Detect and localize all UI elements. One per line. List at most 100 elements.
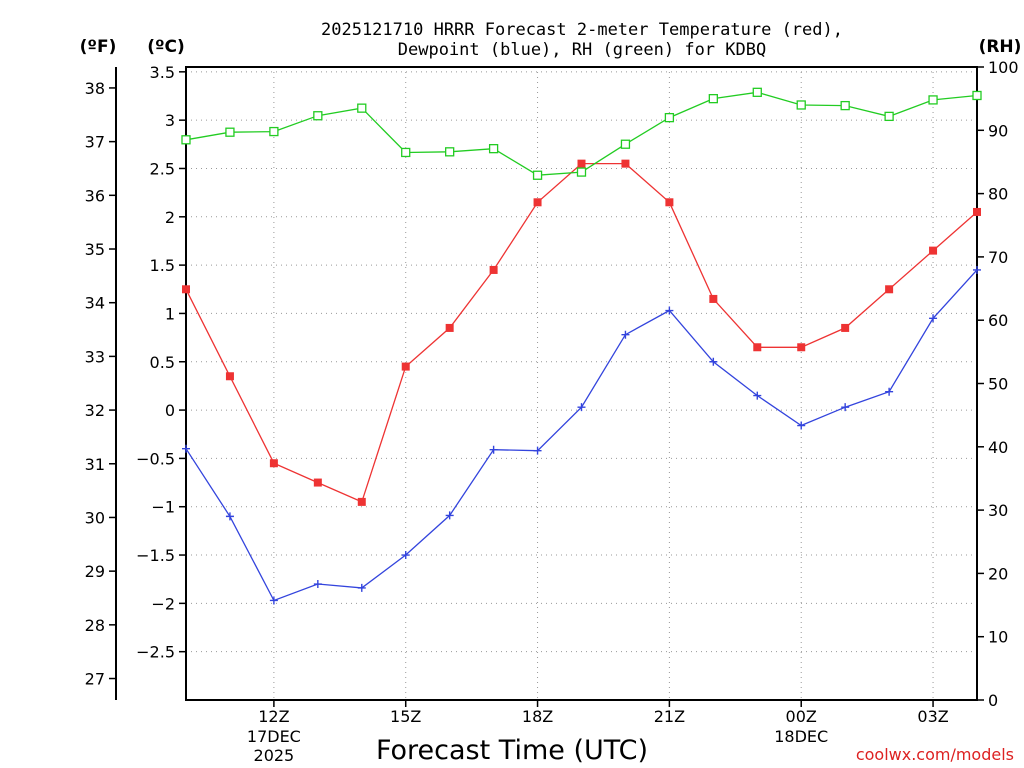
rh-point	[182, 136, 190, 144]
temperature-point	[753, 343, 761, 351]
rh-tick-label: 70	[988, 248, 1008, 267]
celsius-tick-label: 1	[165, 304, 175, 323]
fahrenheit-tick-label: 32	[85, 401, 105, 420]
temperature-point	[402, 363, 410, 371]
rh-point	[797, 101, 805, 109]
temperature-point	[709, 295, 717, 303]
rh-point	[885, 112, 893, 120]
dewpoint-point	[314, 580, 322, 588]
rh-tick-label: 10	[988, 628, 1008, 647]
temperature-point	[314, 479, 322, 487]
rh-tick-label: 90	[988, 121, 1008, 140]
x-tick-label: 21Z	[654, 707, 685, 726]
fahrenheit-unit-label: (ºF)	[80, 37, 117, 57]
dewpoint-point	[226, 512, 234, 520]
meteogram-chart: 2025121710 HRRR Forecast 2-meter Tempera…	[0, 0, 1024, 768]
rh-tick-label: 80	[988, 185, 1008, 204]
rh-point	[709, 95, 717, 103]
temperature-line	[186, 164, 977, 502]
celsius-tick-label: −2	[151, 594, 175, 613]
temperature-point	[270, 459, 278, 467]
rh-point	[490, 145, 498, 153]
dewpoint-point	[885, 388, 893, 396]
dewpoint-point	[490, 446, 498, 454]
fahrenheit-tick-label: 35	[85, 240, 105, 259]
rh-point	[226, 128, 234, 136]
x-date-label: 18DEC	[774, 727, 828, 746]
celsius-tick-label: 0	[165, 401, 175, 420]
axes	[109, 67, 984, 707]
temperature-point	[797, 343, 805, 351]
temperature-point	[182, 285, 190, 293]
temperature-point	[621, 160, 629, 168]
fahrenheit-tick-label: 37	[85, 133, 105, 152]
data-series	[182, 88, 981, 604]
rh-point	[314, 112, 322, 120]
x-tick-label: 12Z	[258, 707, 289, 726]
rh-point	[446, 148, 454, 156]
rh-point	[402, 148, 410, 156]
x-date-label: 17DEC	[247, 727, 301, 746]
rh-point	[973, 91, 981, 99]
x-axis-label: Forecast Time (UTC)	[376, 735, 648, 766]
rh-point	[753, 88, 761, 96]
rh-point	[270, 128, 278, 136]
dewpoint-line	[186, 270, 977, 601]
temperature-point	[226, 372, 234, 380]
rh-point	[578, 168, 586, 176]
rh-tick-label: 0	[988, 691, 998, 710]
temperature-point	[973, 208, 981, 216]
celsius-tick-label: 2.5	[150, 159, 175, 178]
celsius-tick-label: −2.5	[136, 643, 175, 662]
x-tick-label: 15Z	[390, 707, 421, 726]
celsius-tick-label: −1.5	[136, 546, 175, 565]
x-tick-label: 18Z	[522, 707, 553, 726]
celsius-tick-label: 2	[165, 208, 175, 227]
fahrenheit-tick-label: 28	[85, 616, 105, 635]
celsius-unit-label: (ºC)	[147, 37, 185, 57]
temperature-point	[358, 498, 366, 506]
temperature-point	[534, 198, 542, 206]
celsius-tick-label: −1	[151, 498, 175, 517]
temperature-point	[446, 324, 454, 332]
temperature-point	[841, 324, 849, 332]
fahrenheit-tick-label: 38	[85, 79, 105, 98]
rh-point	[534, 171, 542, 179]
rh-tick-label: 40	[988, 438, 1008, 457]
x-tick-label: 00Z	[786, 707, 817, 726]
rh-point	[665, 114, 673, 122]
rh-tick-label: 60	[988, 311, 1008, 330]
rh-point	[621, 140, 629, 148]
temperature-point	[490, 266, 498, 274]
temperature-point	[885, 285, 893, 293]
rh-tick-label: 20	[988, 564, 1008, 583]
celsius-tick-label: 0.5	[150, 353, 175, 372]
x-tick-label: 03Z	[917, 707, 948, 726]
chart-title-line1: 2025121710 HRRR Forecast 2-meter Tempera…	[321, 20, 843, 40]
celsius-tick-label: 3	[165, 111, 175, 130]
rh-point	[841, 102, 849, 110]
dewpoint-point	[797, 422, 805, 430]
labels: 2025121710 HRRR Forecast 2-meter Tempera…	[80, 20, 1022, 766]
fahrenheit-tick-label: 34	[85, 294, 105, 313]
fahrenheit-tick-label: 29	[85, 562, 105, 581]
rh-point	[358, 104, 366, 112]
dewpoint-point	[841, 403, 849, 411]
celsius-tick-label: 1.5	[150, 256, 175, 275]
fahrenheit-tick-label: 36	[85, 186, 105, 205]
fahrenheit-tick-label: 27	[85, 670, 105, 689]
fahrenheit-tick-label: 33	[85, 347, 105, 366]
celsius-tick-label: 3.5	[150, 63, 175, 82]
credit-text: coolwx.com/models	[856, 745, 1014, 764]
chart-title-line2: Dewpoint (blue), RH (green) for KDBQ	[398, 40, 766, 60]
x-year-label: 2025	[254, 746, 295, 765]
rh-unit-label: (RH)	[979, 37, 1022, 57]
temperature-point	[578, 160, 586, 168]
temperature-point	[929, 247, 937, 255]
celsius-tick-label: −0.5	[136, 449, 175, 468]
rh-point	[929, 96, 937, 104]
rh-tick-label: 100	[988, 58, 1019, 77]
temperature-point	[665, 198, 673, 206]
fahrenheit-tick-label: 30	[85, 508, 105, 527]
dewpoint-point	[182, 445, 190, 453]
